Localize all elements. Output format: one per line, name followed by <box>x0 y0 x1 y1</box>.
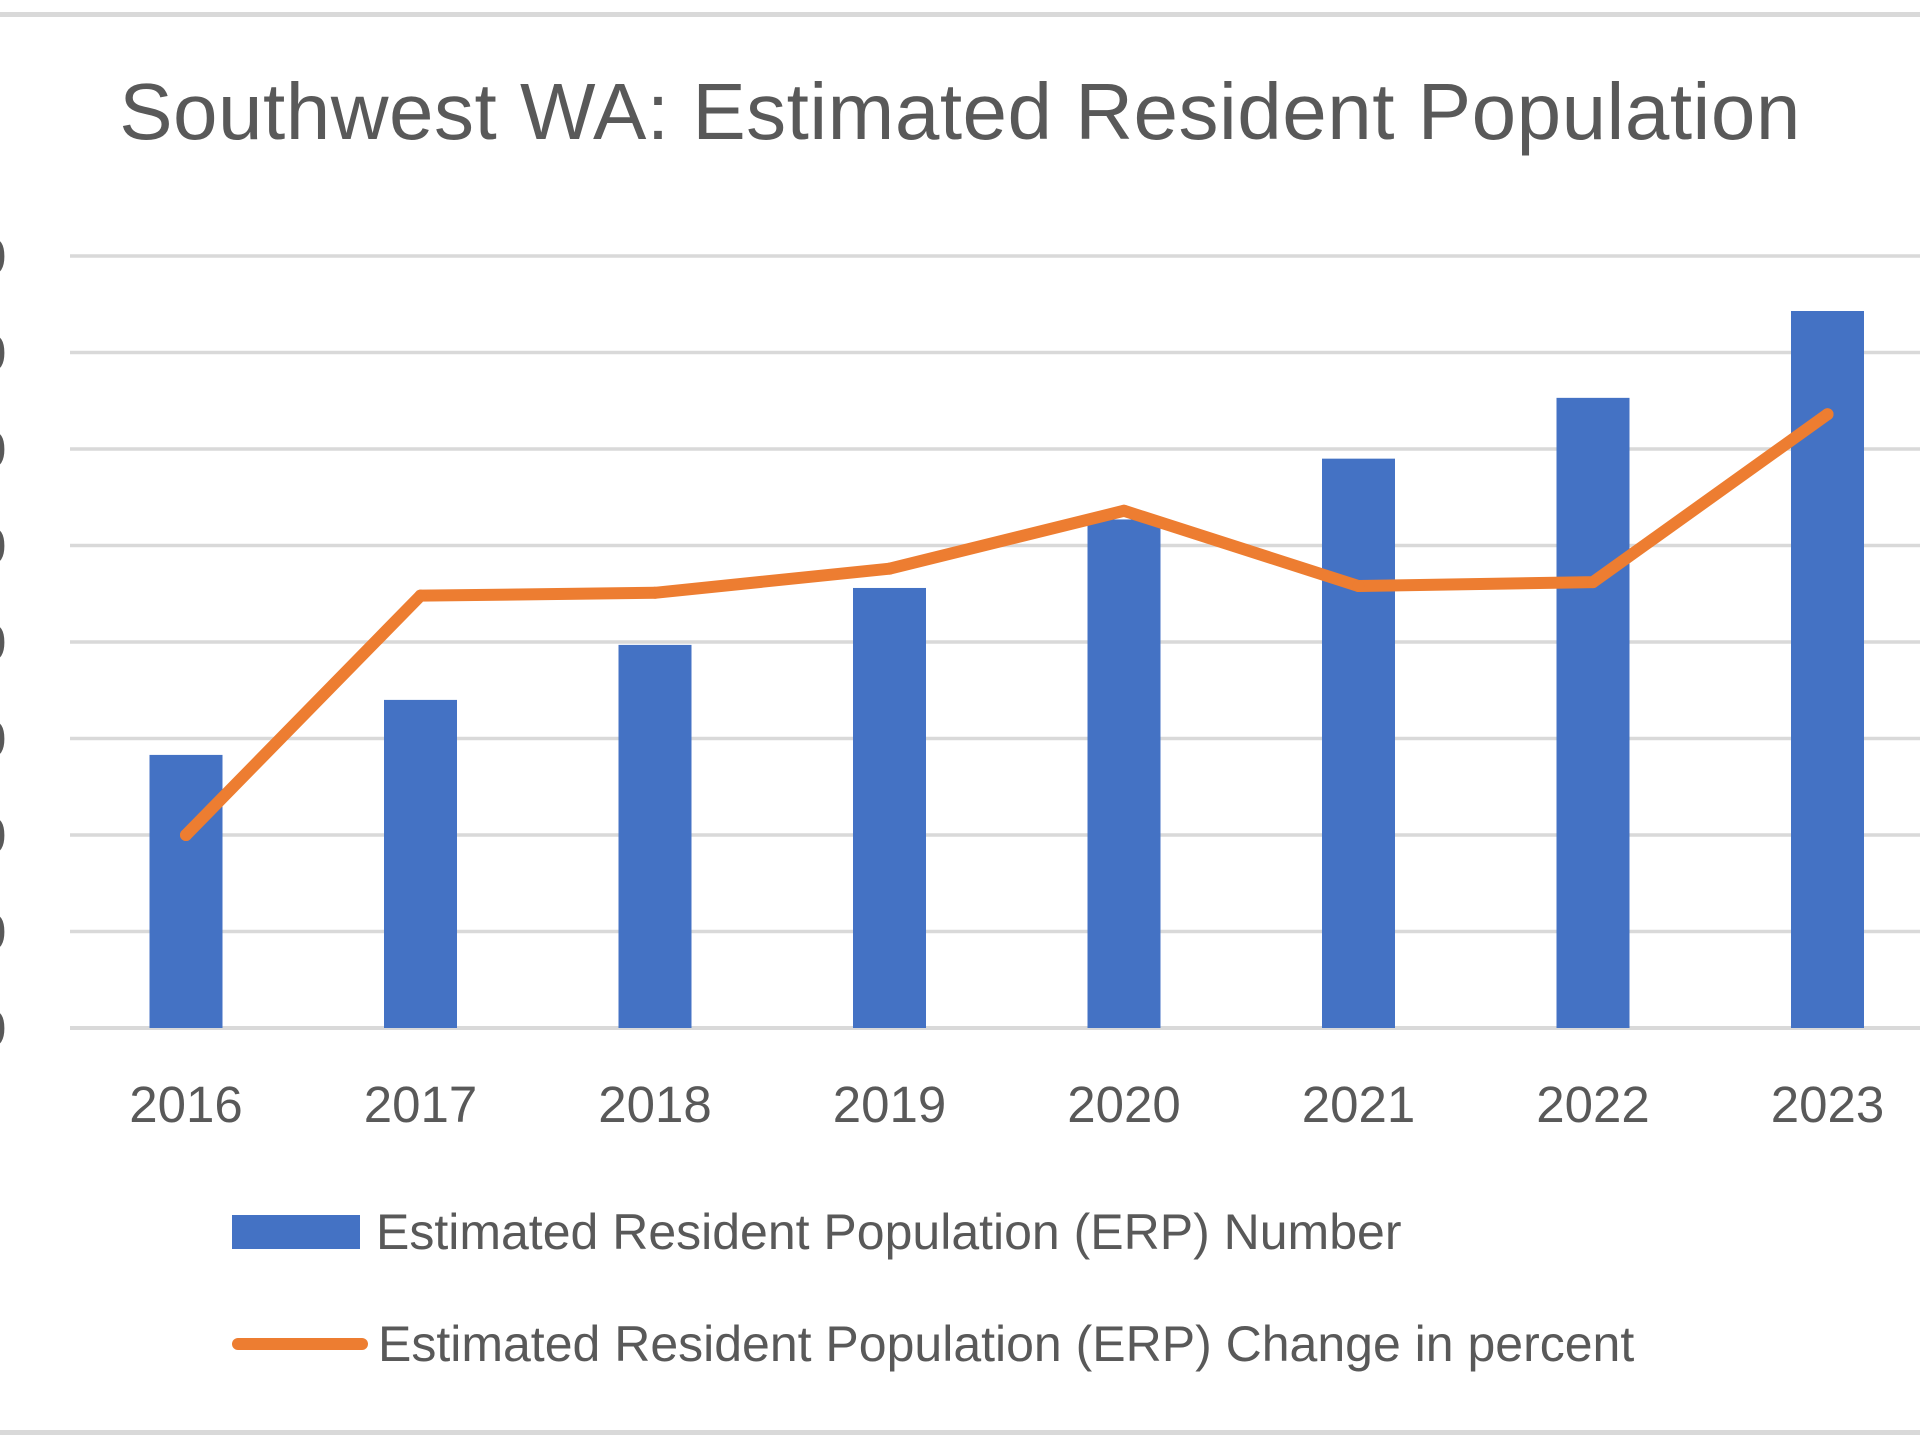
bar-2022[interactable] <box>1556 397 1630 1029</box>
legend-item-line[interactable]: Estimated Resident Population (ERP) Chan… <box>232 1315 1634 1373</box>
x-tick-label: 2018 <box>598 1076 711 1133</box>
legend-bar-label: Estimated Resident Population (ERP) Numb… <box>376 1204 1402 1260</box>
x-tick-label: 2023 <box>1771 1076 1884 1133</box>
line-point-2022[interactable] <box>1587 576 1599 589</box>
x-tick-label: 2020 <box>1067 1076 1180 1133</box>
x-tick-label: 2016 <box>129 1076 242 1133</box>
bar-2021[interactable] <box>1322 458 1395 1028</box>
bar-2016[interactable] <box>149 754 223 1028</box>
y-tick-label-cropped: 0 <box>0 421 6 478</box>
bar-2020[interactable] <box>1087 519 1161 1028</box>
y-tick-label-cropped: 0 <box>0 711 6 768</box>
x-tick-label: 2021 <box>1302 1076 1415 1133</box>
line-point-2019[interactable] <box>883 562 896 575</box>
line-point-2021[interactable] <box>1352 580 1365 593</box>
y-tick-label-cropped: 0 <box>0 518 6 575</box>
y-tick-label-cropped: 0 <box>0 904 6 961</box>
y-tick-label-cropped: 0 <box>0 807 6 864</box>
x-tick-label: 2017 <box>364 1076 477 1133</box>
legend-line-swatch <box>232 1338 368 1350</box>
chart-title: Southwest WA: Estimated Resident Populat… <box>119 67 1801 156</box>
top-border <box>0 12 1920 17</box>
bottom-border <box>0 1430 1920 1435</box>
legend-line-label: Estimated Resident Population (ERP) Chan… <box>378 1316 1635 1372</box>
y-tick-label-cropped: 0 <box>0 228 6 285</box>
legend-bar-swatch <box>232 1215 360 1249</box>
legend-item-bar[interactable]: Estimated Resident Population (ERP) Numb… <box>232 1203 1401 1261</box>
line-point-2017[interactable] <box>414 589 427 602</box>
x-tick-label: 2019 <box>833 1076 946 1133</box>
y-tick-label-cropped: 0 <box>0 614 6 671</box>
x-tick-label: 2022 <box>1536 1076 1649 1133</box>
y-tick-label-cropped: 0 <box>0 1000 6 1057</box>
bar-2018[interactable] <box>618 644 692 1028</box>
line-point-2020[interactable] <box>1118 504 1130 517</box>
line-point-2023[interactable] <box>1821 408 1834 421</box>
y-tick-label-cropped: 0 <box>0 325 6 382</box>
bar-2019[interactable] <box>853 587 926 1028</box>
line-point-2018[interactable] <box>649 586 661 599</box>
bar-2017[interactable] <box>384 699 457 1028</box>
line-point-2016[interactable] <box>180 829 192 841</box>
change-percent-line[interactable] <box>180 408 1834 841</box>
